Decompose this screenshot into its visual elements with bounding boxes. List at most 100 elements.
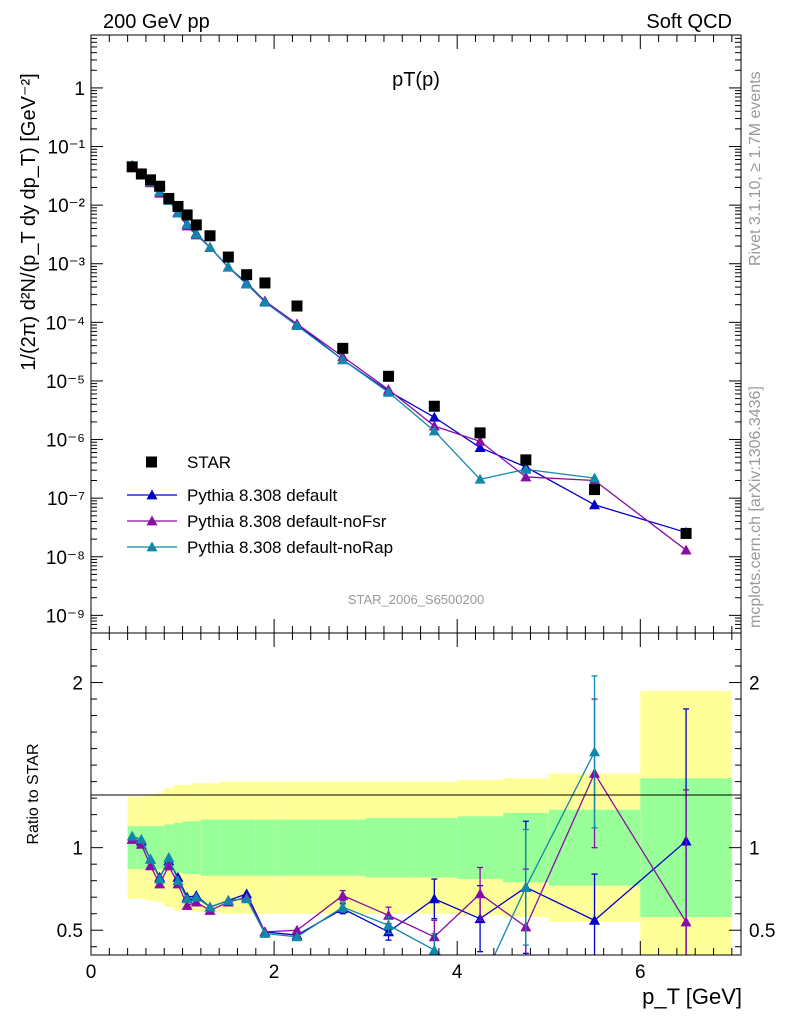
main-series-point (428, 411, 440, 422)
main-series-point (383, 386, 395, 397)
main-y-tick-label: 10⁻⁷ (47, 489, 85, 510)
star-data-point (428, 400, 440, 412)
star-data-point (126, 161, 138, 173)
main-series-point (589, 472, 601, 483)
analysis-label: STAR_2006_S6500200 (348, 592, 484, 607)
ratio-y-tick-label: 2 (72, 674, 83, 695)
ratio-series-point (337, 890, 349, 900)
main-series-point (172, 207, 184, 218)
star-data-point (190, 219, 202, 231)
ratio-series-point (589, 746, 601, 757)
main-series-point (204, 241, 216, 252)
ratio-plot-frame (90, 632, 742, 956)
ratio-band-inner (237, 819, 256, 876)
main-y-tick-label: 10⁻⁸ (46, 548, 85, 569)
star-data-point (154, 180, 166, 192)
x-tick-label: 2 (269, 962, 280, 983)
side-label-bottom: mcplots.cern.ch [arXiv:1306.3436] (747, 386, 764, 628)
ratio-band-inner (173, 822, 183, 873)
ratio-series-point (181, 893, 193, 904)
main-y-tick-label: 10⁻⁶ (46, 431, 85, 452)
main-series-point (428, 425, 440, 436)
ratio-y-tick-label-right: 1 (749, 839, 760, 860)
ratio-series-point (172, 875, 184, 886)
header-right: Soft QCD (646, 11, 732, 33)
star-data-point (135, 168, 147, 180)
x-tick-label: 0 (86, 962, 97, 983)
ratio-series-point (383, 919, 395, 930)
main-y-tick-label: 10⁻¹ (48, 138, 86, 159)
main-y-tick-label: 10⁻² (48, 196, 86, 217)
main-y-tick-label: 10⁻⁴ (46, 313, 85, 334)
ratio-series-point (135, 833, 147, 844)
star-data-point (259, 277, 271, 289)
x-axis-label: p_T [GeV] (642, 984, 742, 1009)
ratio-series-point (190, 891, 202, 902)
main-series-point (520, 463, 532, 474)
ratio-y-tick-label: 0.5 (57, 921, 83, 942)
main-series-point (474, 435, 486, 446)
ratio-series-point (163, 852, 175, 862)
main-y-tick-label: 10⁻⁵ (46, 372, 85, 393)
main-series-point (291, 320, 303, 330)
main-y-tick-label: 1 (74, 79, 85, 100)
ratio-series-point (145, 853, 157, 864)
ratio-series-point (222, 895, 234, 905)
ratio-band-inner (219, 819, 238, 876)
main-series-point (337, 354, 349, 365)
star-data-point (172, 200, 184, 212)
ratio-series-point (428, 944, 440, 955)
x-tick-label: 4 (452, 962, 463, 983)
legend: STAR Pythia 8.308 default Pythia 8.308 def… (127, 453, 393, 557)
ratio-series-point (428, 893, 440, 904)
legend-label: Pythia 8.308 default (187, 486, 338, 505)
ratio-series-point (680, 916, 692, 927)
ratio-band-inner (319, 819, 366, 876)
side-label-top: Rivet 3.1.10, ≥ 1.7M events (747, 71, 764, 266)
ratio-y-tick-label-right: 0.5 (749, 921, 775, 942)
x-tick-label: 6 (635, 962, 646, 983)
ratio-band-inner (155, 826, 165, 870)
ratio-band-inner (191, 821, 201, 875)
ratio-band-inner (411, 817, 458, 878)
ratio-band-inner (255, 819, 275, 876)
ratio-series-point (145, 860, 157, 871)
legend-label: Pythia 8.308 default-noRap (187, 538, 393, 557)
main-y-tick-label: 10⁻⁹ (46, 606, 85, 627)
main-series-point (589, 499, 601, 510)
main-y-axis-label: 1/(2π) d²N/(p_T dy dp_T) [GeV⁻²] (18, 73, 40, 370)
ratio-series-point (190, 896, 202, 907)
star-data-point (474, 427, 486, 439)
star-data-point (291, 300, 303, 312)
main-series-point (241, 278, 253, 289)
legend-marker (146, 489, 158, 500)
ratio-series-point (520, 881, 532, 892)
star-data-point (520, 454, 532, 466)
main-y-tick-label: 10⁻³ (48, 255, 86, 276)
main-series-point (190, 228, 202, 239)
main-series-point (259, 296, 271, 307)
star-data-point (222, 251, 234, 263)
ratio-series-point (589, 914, 601, 925)
legend-marker (146, 541, 158, 552)
star-data-point (204, 230, 216, 242)
ratio-series-point (154, 873, 166, 884)
ratio-series-point (259, 928, 271, 938)
ratio-series-point (163, 860, 175, 871)
ratio-series-point (181, 899, 193, 910)
main-series-point (520, 471, 532, 482)
ratio-band-inner (274, 819, 320, 876)
ratio-plot-panel: 0.5 0.5 1 1 2 2 0 2 4 6 Ratio to STAR p_T [GeV] (25, 632, 775, 1009)
ratio-series-point (154, 878, 166, 889)
ratio-series-point (204, 901, 216, 912)
main-series-point (680, 544, 692, 555)
legend-label: STAR (187, 453, 231, 472)
star-data-point (680, 527, 692, 539)
ratio-series-point (126, 830, 138, 841)
legend-marker (146, 515, 158, 526)
main-series-point (474, 473, 486, 484)
ratio-series-point (241, 893, 253, 904)
star-data-point (163, 192, 175, 204)
ratio-band-inner (182, 821, 192, 875)
